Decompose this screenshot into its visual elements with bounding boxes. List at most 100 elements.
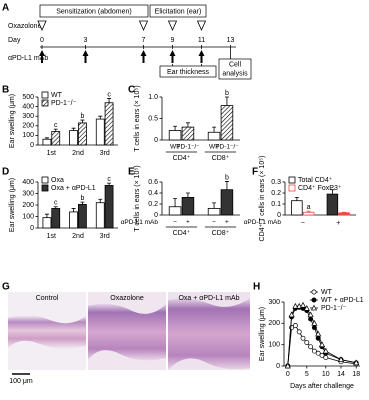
y-tick-label: 0.3 [271, 179, 281, 186]
bar [207, 131, 221, 141]
y-axis-title: T cells in ears (× 10⁵) [134, 85, 141, 151]
tissue [88, 303, 166, 361]
y-axis-title: CD4⁺ T cells in ears (× 10⁵) [259, 156, 266, 242]
legend-marker [311, 297, 317, 303]
legend-label: Oxa [51, 177, 64, 184]
bar-label: − [212, 219, 216, 226]
oxazolone-marker [196, 20, 207, 31]
phase-box [39, 4, 149, 18]
error-bar [80, 201, 85, 205]
point [284, 362, 291, 369]
panel-label: C [128, 85, 135, 96]
bar-label: + [186, 219, 190, 226]
legend-label: WT [51, 92, 63, 99]
significance-label: b [225, 174, 229, 181]
y-axis-title: T cells in ears (× 10⁵) [134, 165, 141, 231]
legend-label: WT + αPD-L1 [321, 297, 364, 304]
x-tick-label: CD4⁺ [173, 230, 191, 237]
panel-label: B [2, 85, 9, 96]
day-number: 0 [40, 37, 44, 44]
bar [168, 206, 182, 216]
point [300, 335, 306, 341]
bar [220, 105, 234, 141]
mab-arrow [39, 50, 45, 63]
error-bar [53, 128, 58, 132]
mab-arrow [169, 50, 176, 63]
day-number: 3 [84, 37, 88, 44]
point [299, 301, 307, 308]
y-tick-label: 500 [22, 94, 34, 101]
y-tick-label: 0 [276, 363, 280, 370]
y-tick-label: 0.4 [148, 190, 158, 197]
y-tick-label: 400 [22, 179, 34, 186]
point [308, 344, 314, 350]
step-label: Ear thickness [167, 69, 210, 76]
row-label: αPD-L1 mAb [121, 219, 159, 226]
mab-arrow [198, 50, 205, 63]
x-tick-label: 1st [47, 150, 56, 157]
error-bar [212, 202, 217, 209]
legend-swatch [41, 176, 49, 184]
phase-box [149, 4, 207, 18]
x-tick-label: 18 [352, 371, 360, 378]
panel-label: A [2, 3, 9, 14]
y-tick-label: 100 [22, 213, 34, 220]
bar [181, 126, 195, 141]
bar-label: WT [209, 144, 219, 151]
point [319, 352, 325, 358]
x-tick-label: 5 [305, 371, 309, 378]
point [322, 347, 329, 354]
y-tick-label: 200 [22, 202, 34, 209]
step-label: analysis [222, 70, 248, 77]
bar [51, 131, 61, 146]
legend-swatch [288, 184, 296, 192]
significance-label: b [80, 195, 84, 202]
y-tick-label: 200 [268, 320, 280, 327]
error-bar [185, 192, 190, 198]
legend-label: Oxa + αPD-L1 [51, 185, 96, 192]
legend-swatch [41, 91, 49, 99]
step-box [218, 58, 252, 80]
point [311, 320, 318, 326]
error-bar [330, 189, 335, 195]
bar [291, 200, 303, 216]
y-tick-label: 0.6 [148, 179, 158, 186]
y-tick-label: 0 [154, 212, 158, 219]
bar-label: − [173, 219, 177, 226]
error-bar [224, 96, 229, 106]
x-tick-label: CD8⁺ [212, 230, 230, 237]
legend-swatch [41, 99, 49, 107]
bar [207, 207, 221, 216]
panel-label: H [253, 282, 260, 293]
phase-label: Elicitation (ear) [155, 8, 202, 15]
point [311, 348, 317, 354]
y-axis-title: Ear swelling (μm) [9, 94, 16, 148]
oxazolone-marker [37, 20, 47, 31]
significance-label: b [225, 90, 229, 97]
x-tick-label: CD4⁺ [173, 155, 191, 162]
y-tick-label: 0 [30, 142, 34, 149]
bar [302, 211, 315, 216]
x-tick-label: 3rd [100, 233, 110, 240]
legend-label: CD4⁺ FoxP3⁺ [298, 185, 342, 192]
legend-label: PD-1⁻/⁻ [51, 100, 77, 107]
scale-label: 100 μm [9, 378, 33, 385]
x-tick-label: 14 [337, 371, 345, 378]
significance-label: b [80, 113, 84, 120]
y-tick-label: 0.5 [148, 115, 158, 122]
y-axis-title: Ear swelling (μm) [259, 307, 266, 361]
bar [181, 196, 195, 216]
x-tick-label: − [301, 220, 305, 227]
bar [51, 208, 61, 229]
point [288, 311, 295, 318]
legend-label: Total CD4⁺ [298, 177, 333, 184]
significance-label: c [107, 91, 111, 98]
day-number: 7 [142, 37, 146, 44]
y-tick-label: 300 [268, 299, 280, 306]
image-label: Oxa + αPD-L1 mAb [178, 295, 239, 302]
mab-arrow [140, 50, 147, 63]
x-tick-label: 1st [47, 233, 56, 240]
y-tick-label: 0 [154, 137, 158, 144]
